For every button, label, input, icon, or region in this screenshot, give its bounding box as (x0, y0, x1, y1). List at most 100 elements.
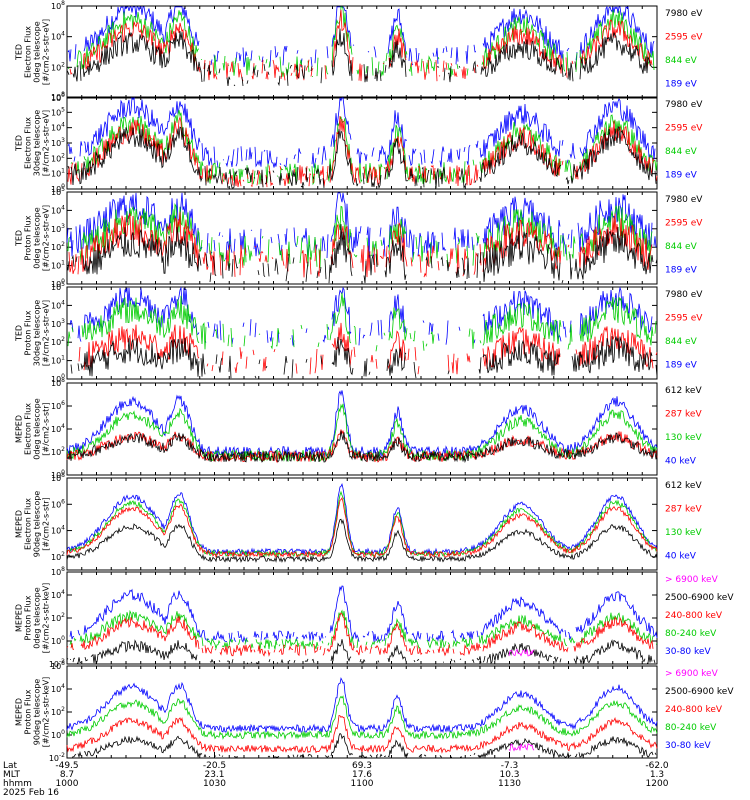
legend-entry: 240-800 keV (665, 705, 723, 715)
y-tick-label: 100 (51, 469, 65, 480)
legend-entry: 7980 eV (665, 195, 703, 205)
y-axis-label: TED Electron Flux 0deg telescope [#/cm2-s-s… (15, 19, 51, 85)
x-axis-row-label: MLT (3, 770, 21, 780)
y-tick-label: 100 (51, 729, 65, 740)
legend-entry: > 6900 keV (665, 575, 719, 585)
y-axis-label-line: [#/cm2-s-str-eV] (42, 19, 51, 85)
y-axis-label-line: TED (15, 325, 24, 342)
legend-entry: 189 eV (665, 171, 698, 181)
legend-entry: 2500-6900 keV (665, 593, 734, 603)
x-tick-label-lat: -62.0 (645, 761, 669, 771)
y-axis-label-line: [#/cm2-s-str] (42, 497, 51, 550)
x-tick-label-hhmm: 1200 (646, 779, 669, 789)
y-axis-label-line: 0deg telescope (33, 207, 42, 268)
y-tick-label: 104 (51, 423, 65, 434)
y-axis-label: MEPED Proton Flux 90deg telescope [#/cm2-s-… (15, 677, 51, 748)
legend-entry: 612 keV (665, 481, 702, 491)
x-axis: LatMLThhmm-49.58.71000-20.523.1103069.31… (3, 752, 669, 798)
series-612-kev (66, 518, 658, 563)
y-tick-label: 108 (51, 472, 65, 483)
series-2595-ev (67, 115, 658, 188)
x-axis-row-label: Lat (3, 761, 18, 771)
y-tick-label: 105 (51, 281, 65, 292)
y-tick-label: 108 (51, 0, 65, 11)
y-axis-label-line: [#/cm2-s-str-eV] (42, 300, 51, 366)
x-tick-label-mlt: 1.3 (650, 770, 664, 780)
series-80-240-kev (69, 609, 658, 650)
y-axis-label-line: MEPED (15, 698, 24, 726)
x-tick-label-lat: -7.3 (501, 761, 519, 771)
y-tick-label: 104 (51, 589, 65, 600)
y-axis-label: MEPED Proton Flux 0deg telescope [#/cm2-s-s… (15, 583, 51, 654)
panel-frame (66, 382, 658, 476)
y-axis-label-line: 90deg telescope (33, 679, 42, 746)
y-tick-label: 108 (51, 91, 65, 102)
y-axis-label-line: TED (15, 230, 24, 247)
y-tick-label: 100 (51, 278, 65, 289)
y-tick-label: 10-2 (49, 658, 65, 669)
y-axis-label-line: Proton Flux (24, 689, 33, 734)
series-30-80-kev (66, 677, 658, 734)
y-axis-label-line: Proton Flux (24, 215, 33, 260)
legend-entry: 2500-6900 keV (665, 687, 734, 697)
series-2595-ev (78, 322, 658, 375)
date-label: 2025 Feb 16 (3, 788, 59, 798)
legend-entry: 2595 eV (665, 219, 703, 229)
legend-entry: 30-80 keV (665, 741, 711, 751)
series-7980-ev (67, 126, 657, 190)
y-tick-label: 102 (51, 706, 65, 717)
legend-entry: 130 keV (665, 528, 702, 538)
y-tick-label: 103 (51, 137, 65, 148)
y-axis-label-line: MEPED (15, 510, 24, 538)
y-axis-label-line: Electron Flux (24, 117, 33, 169)
series-189-ev (70, 288, 654, 346)
y-tick-label: 102 (51, 446, 65, 457)
legend-entry: 189 eV (665, 361, 698, 371)
y-axis-label-line: TED (15, 44, 24, 61)
y-axis-label-line: 0deg telescope (33, 21, 42, 82)
x-tick-label-mlt: 8.7 (60, 770, 74, 780)
y-tick-label: 105 (51, 106, 65, 117)
y-axis-label-line: [#/cm2-s-str-eV] (42, 205, 51, 271)
y-tick-label: 101 (51, 355, 65, 366)
legend-entry: 80-240 keV (665, 629, 717, 639)
series-189-ev (67, 96, 656, 168)
legend-entry: 7980 eV (665, 100, 703, 110)
y-axis-label: TED Proton Flux 0deg telescope [#/cm2-s-str… (15, 205, 51, 271)
y-tick-label: 105 (51, 186, 65, 197)
legend-entry: 2595 eV (665, 124, 703, 134)
y-tick-label: 104 (51, 299, 65, 310)
x-tick-label-hhmm: 1130 (498, 779, 521, 789)
x-tick-label-lat: -49.5 (55, 761, 78, 771)
y-axis-label-line: 90deg telescope (33, 491, 42, 558)
legend-entry: 612 keV (665, 386, 702, 396)
x-tick-label-mlt: 17.6 (352, 770, 372, 780)
legend-entry: 189 eV (665, 266, 698, 276)
y-tick-label: 102 (51, 241, 65, 252)
x-tick-label-mlt: 10.3 (499, 770, 519, 780)
y-tick-label: 102 (51, 612, 65, 623)
legend-entry: 7980 eV (665, 9, 703, 19)
series-287-kev (66, 497, 658, 559)
y-axis-label-line: 30deg telescope (33, 300, 42, 367)
x-tick-label-lat: 69.3 (352, 761, 372, 771)
y-axis-label-line: MEPED (15, 604, 24, 632)
y-tick-label: 103 (51, 318, 65, 329)
y-tick-label: 108 (51, 377, 65, 388)
series-7980-ev (66, 224, 658, 284)
legend-entry: 240-800 keV (665, 611, 723, 621)
legend-entry: 287 keV (665, 410, 702, 420)
y-tick-label: 102 (51, 61, 65, 72)
x-tick-label-hhmm: 1100 (351, 779, 374, 789)
y-tick-label: 108 (51, 660, 65, 671)
y-axis-label-line: Electron Flux (24, 26, 33, 78)
y-tick-label: 101 (51, 260, 65, 271)
y-axis-label-line: Proton Flux (24, 310, 33, 355)
y-tick-label: 104 (51, 525, 65, 536)
y-tick-label: 10-2 (49, 752, 65, 763)
